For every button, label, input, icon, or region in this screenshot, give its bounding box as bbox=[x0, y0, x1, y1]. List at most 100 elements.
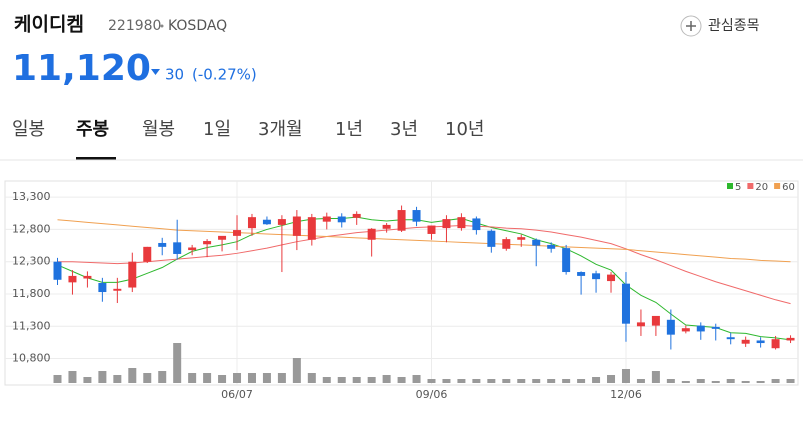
chart: 13,300 12,800 12,300 11,800 11,300 10,800 06/0… bbox=[5, 181, 798, 401]
candle-body bbox=[98, 283, 107, 293]
plus-icon[interactable] bbox=[686, 21, 696, 31]
tab[interactable]: 10년 bbox=[445, 119, 484, 140]
volume-bar bbox=[502, 379, 511, 383]
x-tick-label: 06/07 bbox=[221, 388, 253, 401]
stock-code: 221980 bbox=[108, 18, 161, 34]
volume-bar bbox=[771, 379, 780, 383]
tab[interactable]: 주봉 bbox=[76, 119, 109, 140]
volume-bar bbox=[651, 371, 660, 383]
volume-bar bbox=[218, 375, 227, 383]
change: 30 bbox=[165, 66, 184, 84]
change-pct: (-0.27%) bbox=[192, 66, 257, 84]
moving-average-line bbox=[57, 219, 791, 263]
candle-body bbox=[442, 219, 451, 229]
candle-body bbox=[337, 216, 346, 223]
y-tick-label: 11,300 bbox=[12, 319, 51, 332]
chart-frame bbox=[4, 180, 799, 386]
volume-bar bbox=[68, 371, 77, 383]
volume-bar bbox=[592, 377, 601, 383]
candle-body bbox=[517, 237, 526, 240]
legend-label: 60 bbox=[782, 182, 795, 193]
candle-body bbox=[621, 283, 630, 324]
candle-body bbox=[577, 272, 586, 276]
candle-body bbox=[292, 216, 301, 236]
volume-bar bbox=[532, 379, 541, 383]
volume-bar bbox=[427, 379, 436, 383]
candle-body bbox=[397, 210, 406, 231]
candle-body bbox=[726, 337, 735, 340]
volume-bar bbox=[711, 381, 720, 383]
tab[interactable]: 월봉 bbox=[142, 119, 175, 140]
candle-body bbox=[247, 217, 256, 229]
volume-bar bbox=[681, 381, 690, 383]
volume-bar bbox=[322, 377, 331, 383]
volume-bar bbox=[188, 373, 197, 383]
candle-body bbox=[322, 216, 331, 222]
volume-bar bbox=[517, 379, 526, 383]
volume-bar bbox=[696, 379, 705, 383]
volume-bar bbox=[726, 379, 735, 383]
volume-bar bbox=[607, 375, 616, 383]
candle-body bbox=[307, 217, 316, 240]
candle-body bbox=[741, 339, 750, 344]
volume-bar bbox=[53, 375, 62, 383]
volume-bar bbox=[472, 379, 481, 383]
legend-swatch bbox=[727, 183, 733, 189]
candle-body bbox=[472, 218, 481, 231]
y-tick-label: 13,300 bbox=[12, 190, 51, 203]
tab[interactable]: 1년 bbox=[335, 119, 363, 140]
candle-body bbox=[188, 247, 197, 251]
tab[interactable]: 일봉 bbox=[12, 119, 45, 140]
volume-bar bbox=[98, 371, 107, 383]
tab[interactable]: 3년 bbox=[390, 119, 418, 140]
watch-icon[interactable] bbox=[680, 15, 702, 37]
candle-body bbox=[607, 274, 616, 282]
candle-body bbox=[68, 275, 77, 283]
volume-bar bbox=[397, 377, 406, 383]
candle-body bbox=[756, 340, 765, 344]
candle-body bbox=[173, 242, 182, 254]
candle-body bbox=[83, 275, 92, 279]
volume-bar bbox=[307, 373, 316, 383]
candle-body bbox=[681, 328, 690, 332]
volume-bar bbox=[577, 379, 586, 383]
volume-bar bbox=[621, 369, 630, 383]
candle-body bbox=[53, 261, 62, 280]
candle-body bbox=[158, 242, 167, 247]
volume-bar bbox=[756, 381, 765, 383]
volume-bar bbox=[247, 373, 256, 383]
tab[interactable]: 3개월 bbox=[258, 119, 303, 140]
separator-dot bbox=[160, 24, 164, 28]
moving-average-line bbox=[57, 216, 791, 341]
candle-body bbox=[771, 339, 780, 349]
candle-body bbox=[113, 288, 122, 291]
candle-body bbox=[786, 337, 795, 341]
volume-bar bbox=[547, 379, 556, 383]
candle-body bbox=[711, 326, 720, 329]
volume-bar bbox=[442, 379, 451, 383]
watch-button[interactable]: 관심종목 bbox=[680, 15, 760, 37]
volume-bar bbox=[786, 379, 795, 383]
y-tick-label: 10,800 bbox=[12, 352, 51, 365]
candle-body bbox=[277, 219, 286, 225]
candle-body bbox=[547, 244, 556, 249]
candle-body bbox=[487, 230, 496, 247]
watch-label[interactable]: 관심종목 bbox=[708, 18, 760, 34]
candle-body bbox=[143, 246, 152, 262]
candle-body bbox=[382, 224, 391, 229]
active-tab-underline bbox=[76, 157, 116, 160]
volume-bar bbox=[666, 379, 675, 383]
candle-body bbox=[218, 235, 227, 240]
stock-name: 케이디켐 bbox=[14, 14, 84, 36]
candle-body bbox=[367, 228, 376, 240]
volume-bar bbox=[158, 371, 167, 383]
down-arrow bbox=[151, 69, 160, 75]
tab[interactable]: 1일 bbox=[203, 119, 231, 140]
volume-bar bbox=[83, 377, 92, 383]
x-tick-label: 09/06 bbox=[416, 388, 448, 401]
volume-bar bbox=[636, 379, 645, 383]
candle-body bbox=[502, 239, 511, 249]
volume-bar bbox=[562, 379, 571, 383]
volume-bar bbox=[203, 373, 212, 383]
